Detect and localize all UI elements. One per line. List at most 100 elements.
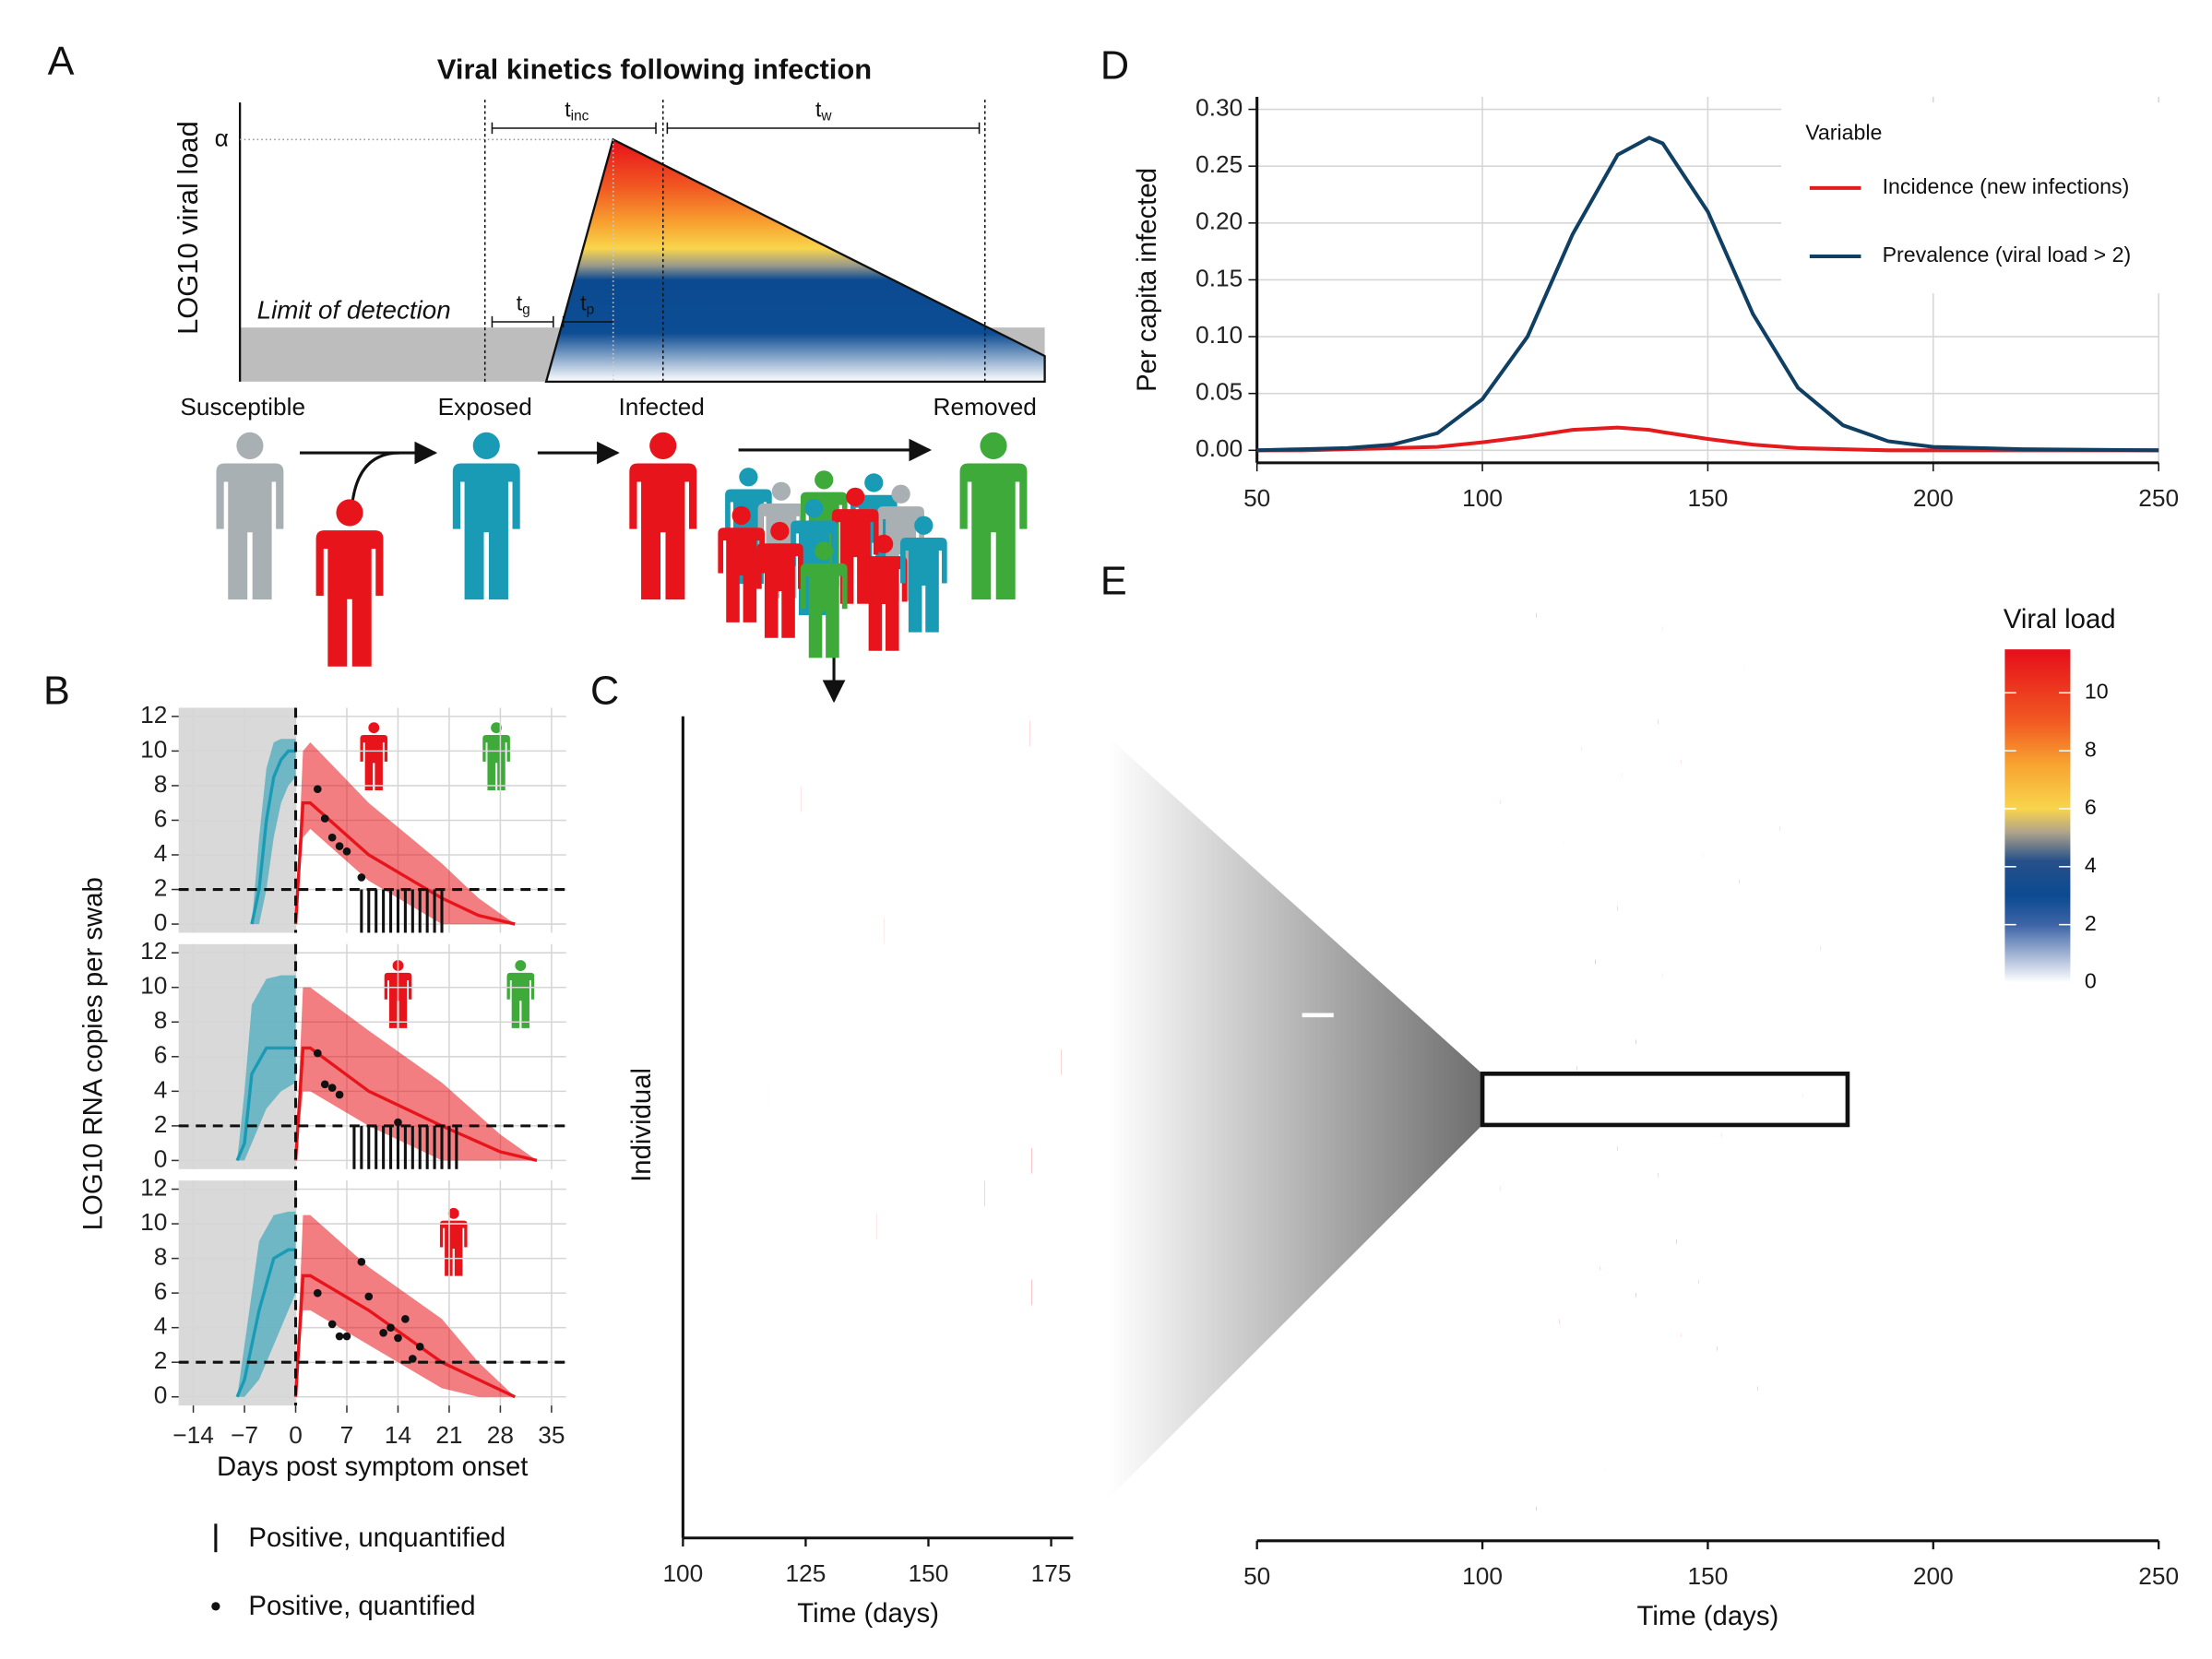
panel-label: E [1100,560,1127,604]
infection-bar [1572,866,1646,871]
infection-bar [1662,666,1744,671]
legend-swatch [211,1602,220,1611]
infection-bar [1595,812,1668,818]
quantified-point [408,1355,417,1363]
y-tick-label: 0.20 [1195,207,1243,235]
legend-box [1780,102,2169,294]
infection-bar [1653,786,1730,791]
infection-bar [1608,759,1682,764]
panel-label: C [590,669,619,713]
icon-body [482,734,510,791]
infection-bar [1500,1413,1573,1417]
icon-head [804,499,824,518]
colorbar-tick-label: 6 [2085,795,2097,819]
quantified-point [342,847,351,856]
infection-bar [791,1312,922,1338]
y-tick-label: 6 [154,804,168,832]
infection-bar [1478,693,1551,698]
quantified-point [320,1080,329,1089]
infection-bar [1645,1345,1718,1351]
interval-band [295,1215,516,1397]
infection-bar [1707,826,1780,831]
infection-bar [1730,1093,1803,1097]
y-tick-label: 12 [140,937,167,965]
x-tick-label: 14 [385,1421,411,1449]
icons [183,432,1028,1276]
median-line [293,801,516,926]
icon-body [860,556,908,651]
infection-bar [1536,1266,1600,1271]
infection-bar [1608,1440,1685,1444]
infection-bar [1567,1293,1636,1298]
infection-bar [1540,906,1618,911]
x-tick-label: 35 [538,1421,565,1449]
icon-head [447,1207,459,1219]
y-tick-label: 10 [140,1208,167,1236]
infection-bar [1527,1466,1605,1471]
infection-bar [1707,1452,1790,1458]
icon-head [914,515,934,535]
infection-bar [1648,1132,1722,1138]
state-label: Removed [934,393,1037,421]
infection-bar [1595,1533,1672,1537]
person-icon [506,960,535,1028]
person-icon [900,515,947,633]
infection-bar [1464,1000,1528,1004]
y-tick-label: 8 [154,1243,168,1271]
person-icon [629,432,697,600]
interval-band [295,987,538,1161]
x-tick-label: 100 [1462,484,1503,512]
panel-label: D [1100,44,1129,89]
legend-label: Positive, quantified [248,1591,475,1621]
infection-bar [1604,1333,1682,1338]
y-tick-label: 0 [154,908,168,936]
infection-bar [1635,1426,1708,1431]
quantified-point [327,1320,337,1329]
icon-head [515,960,527,972]
infection-bar [960,1147,1032,1174]
infection-bar [1600,626,1663,631]
quantified-point [327,1084,337,1092]
lod-label: Limit of detection [257,296,451,325]
infection-bar [874,1246,973,1273]
x-axis-label: Days post symptom onset [217,1452,528,1482]
icon-head [980,432,1007,459]
infection-bar [1482,612,1537,618]
x-tick-label: 50 [1243,1562,1270,1590]
quantified-point [335,1090,344,1099]
person-icon [452,432,520,600]
infection-bar [1604,932,1672,938]
icon-head [891,484,910,504]
quantified-point [357,1258,366,1266]
infection-bar [947,1049,1062,1075]
interval-band [251,739,296,925]
infection-bar [864,1443,929,1470]
infection-bar [712,786,802,812]
y-tick-label: 0 [154,1381,168,1409]
diagram-y-label: LOG10 viral load [172,121,204,335]
infection-bar [1694,1159,1771,1165]
infection-bar [931,1345,1027,1371]
median-line [293,1274,517,1399]
icon-body [800,563,848,658]
icon-body [315,530,384,667]
icon-body [756,543,803,638]
panel-label: A [48,40,75,84]
colorbar-tick-label: 0 [2085,969,2097,993]
infection-bar [1518,746,1582,751]
infection-bar [1554,1372,1627,1378]
colorbar-tick-label: 8 [2085,737,2097,761]
diagram-title: Viral kinetics following infection [437,53,872,85]
icon-body [718,527,766,622]
icon-head [739,468,758,487]
icon-body [439,1220,468,1276]
x-tick-label: 150 [1688,1562,1729,1590]
t-sub: g [522,302,530,318]
icon-head [336,499,363,527]
icon-body [360,734,388,791]
icon-head [770,521,790,541]
x-tick-label: 7 [340,1421,354,1449]
t-sub: inc [571,109,589,124]
quantified-point [364,1292,374,1301]
